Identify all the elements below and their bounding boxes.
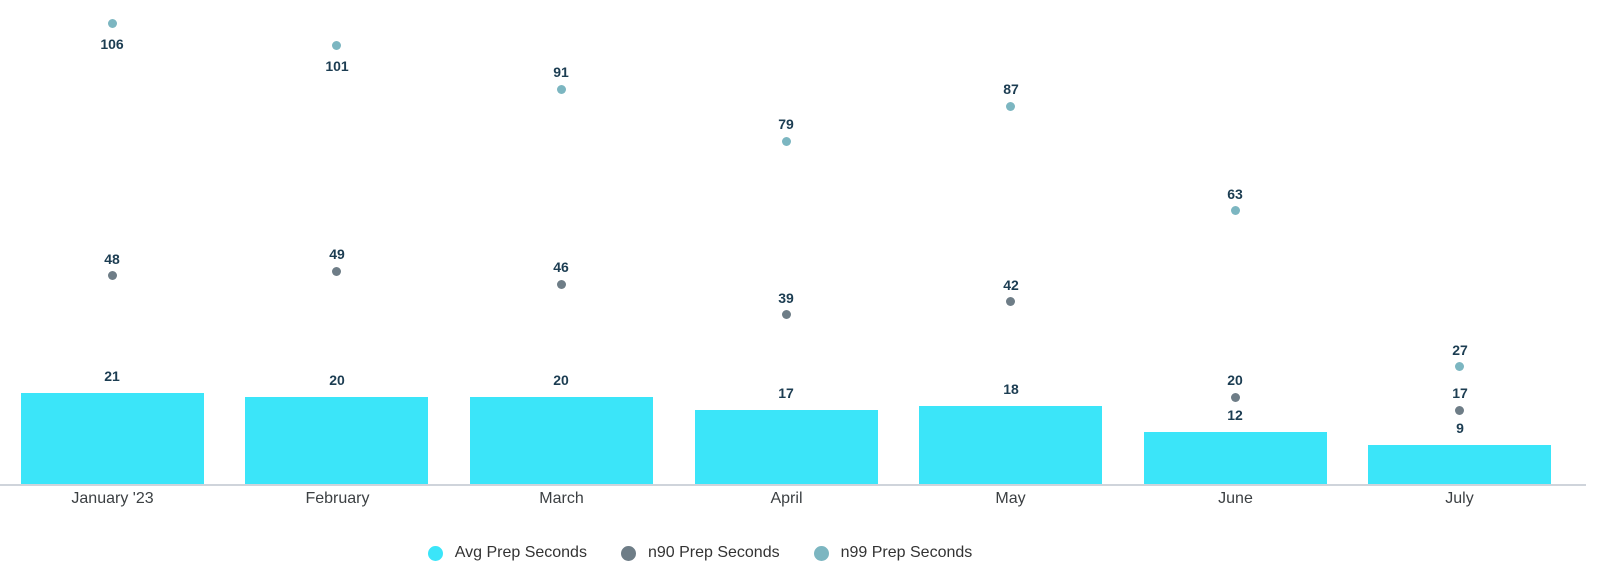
n90-dot[interactable] <box>1006 297 1015 306</box>
x-axis-label: February <box>305 490 370 507</box>
bar-value-label: 20 <box>329 372 345 388</box>
bar-value-label: 18 <box>1003 381 1019 397</box>
legend-swatch-icon <box>427 545 443 561</box>
bar-avg-prep-seconds[interactable] <box>21 393 204 484</box>
n90-dot[interactable] <box>782 310 791 319</box>
n99-dot[interactable] <box>332 41 341 50</box>
n99-dot[interactable] <box>782 137 791 146</box>
legend-item-label: n99 Prep Seconds <box>840 544 973 561</box>
n99-dot[interactable] <box>1006 102 1015 111</box>
n90-value-label: 20 <box>1227 372 1243 388</box>
legend-item-label: Avg Prep Seconds <box>454 544 587 561</box>
legend: Avg Prep Seconds n90 Prep Seconds n99 Prep… <box>0 543 1400 563</box>
n90-value-label: 49 <box>329 246 345 262</box>
legend-item: n99 Prep Seconds <box>813 543 973 563</box>
n90-value-label: 39 <box>778 290 794 306</box>
x-axis-line <box>0 484 1586 486</box>
bar-value-label: 12 <box>1227 407 1243 423</box>
x-axis-label: March <box>539 490 584 507</box>
n99-value-label: 106 <box>100 36 124 52</box>
bar-avg-prep-seconds[interactable] <box>1368 445 1551 484</box>
n99-value-label: 101 <box>325 58 349 74</box>
n99-value-label: 91 <box>553 64 569 80</box>
x-axis-label: April <box>770 490 803 507</box>
bar-value-label: 17 <box>778 385 794 401</box>
n99-dot[interactable] <box>108 19 117 28</box>
x-axis-label: May <box>995 490 1026 507</box>
n90-dot[interactable] <box>1231 393 1240 402</box>
n90-value-label: 17 <box>1452 385 1468 401</box>
legend-item: Avg Prep Seconds <box>427 543 587 563</box>
n90-value-label: 46 <box>553 259 569 275</box>
n99-dot[interactable] <box>557 85 566 94</box>
plot-area: 21 48 106 20 49 101 20 46 91 17 39 79 18 42 87 12 20 63 9 1… <box>21 19 1551 484</box>
n90-value-label: 48 <box>104 251 120 267</box>
n90-dot[interactable] <box>557 280 566 289</box>
bar-avg-prep-seconds[interactable] <box>245 397 428 484</box>
x-axis-label: June <box>1218 490 1253 507</box>
n90-dot[interactable] <box>332 267 341 276</box>
bar-value-label: 21 <box>104 368 120 384</box>
n99-dot[interactable] <box>1455 362 1464 371</box>
legend-swatch-icon <box>620 545 636 561</box>
bar-avg-prep-seconds[interactable] <box>695 410 878 484</box>
bar-value-label: 20 <box>553 372 569 388</box>
n90-dot[interactable] <box>1455 406 1464 415</box>
legend-item-label: n90 Prep Seconds <box>647 544 780 561</box>
n90-value-label: 42 <box>1003 277 1019 293</box>
bar-value-label: 9 <box>1456 420 1464 436</box>
n99-value-label: 79 <box>778 116 794 132</box>
n99-dot[interactable] <box>1231 206 1240 215</box>
x-axis-label: January '23 <box>71 490 154 507</box>
n90-dot[interactable] <box>108 271 117 280</box>
n99-value-label: 63 <box>1227 186 1243 202</box>
legend-swatch-icon <box>813 545 829 561</box>
bar-avg-prep-seconds[interactable] <box>470 397 653 484</box>
x-axis-label: July <box>1445 490 1474 507</box>
bar-avg-prep-seconds[interactable] <box>919 406 1102 484</box>
n99-value-label: 27 <box>1452 342 1468 358</box>
n99-value-label: 87 <box>1003 81 1019 97</box>
bar-avg-prep-seconds[interactable] <box>1144 432 1327 484</box>
legend-item: n90 Prep Seconds <box>620 543 780 563</box>
